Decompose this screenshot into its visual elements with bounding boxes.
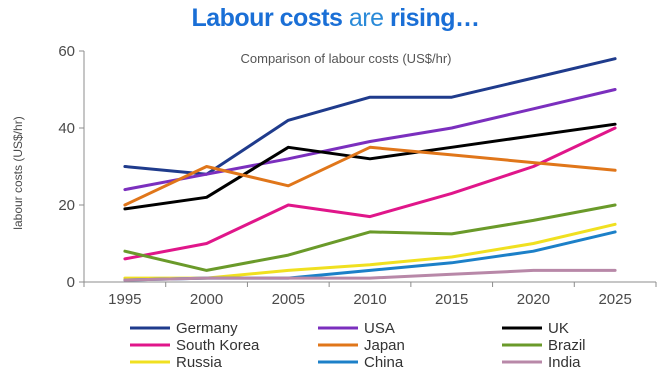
legend-label-germany: Germany <box>176 320 238 337</box>
y-tick-label: 20 <box>58 197 75 214</box>
legend-label-china: China <box>364 354 404 371</box>
legend: Germany USA UK South Korea Japan Brazil Russia… <box>130 320 586 371</box>
y-tick-label: 40 <box>58 120 75 137</box>
series-line-japan <box>123 145 617 207</box>
headline-part-3: rising… <box>389 4 480 32</box>
legend-label-russia: Russia <box>176 354 223 371</box>
series-line-usa <box>123 88 617 192</box>
headline-part-2: are <box>342 4 390 32</box>
x-tick-label: 1995 <box>108 291 141 308</box>
legend-label-india: India <box>548 354 581 371</box>
series-line-south-korea <box>123 126 617 261</box>
x-tick-label: 2000 <box>190 291 223 308</box>
series-line-china <box>123 230 617 282</box>
axes: 0 20 40 60 1995 2000 2005 2010 2015 2020 2025 <box>58 43 657 308</box>
legend-label-usa: USA <box>364 320 395 337</box>
series-line-india <box>123 268 617 282</box>
x-tick-label: 2010 <box>353 291 386 308</box>
series-line-germany <box>123 57 617 176</box>
legend-label-uk: UK <box>548 320 569 337</box>
chart-title: Comparison of labour costs (US$/hr) <box>241 51 452 66</box>
x-tick-label: 2005 <box>272 291 305 308</box>
legend-label-brazil: Brazil <box>548 337 586 354</box>
x-tick-label: 2015 <box>435 291 468 308</box>
y-axis-label: labour costs (US$/hr) <box>11 116 25 229</box>
legend-label-south-korea: South Korea <box>176 337 260 354</box>
x-tick-label: 2025 <box>598 291 631 308</box>
y-tick-label: 0 <box>67 274 75 291</box>
headline: Labour costs are rising… <box>0 4 671 33</box>
y-tick-label: 60 <box>58 43 75 60</box>
headline-part-1: Labour costs <box>191 4 343 32</box>
x-tick-label: 2020 <box>517 291 550 308</box>
series-line-uk <box>123 122 617 211</box>
series-lines <box>123 57 617 282</box>
legend-label-japan: Japan <box>364 337 405 354</box>
series-line-brazil <box>123 203 617 272</box>
